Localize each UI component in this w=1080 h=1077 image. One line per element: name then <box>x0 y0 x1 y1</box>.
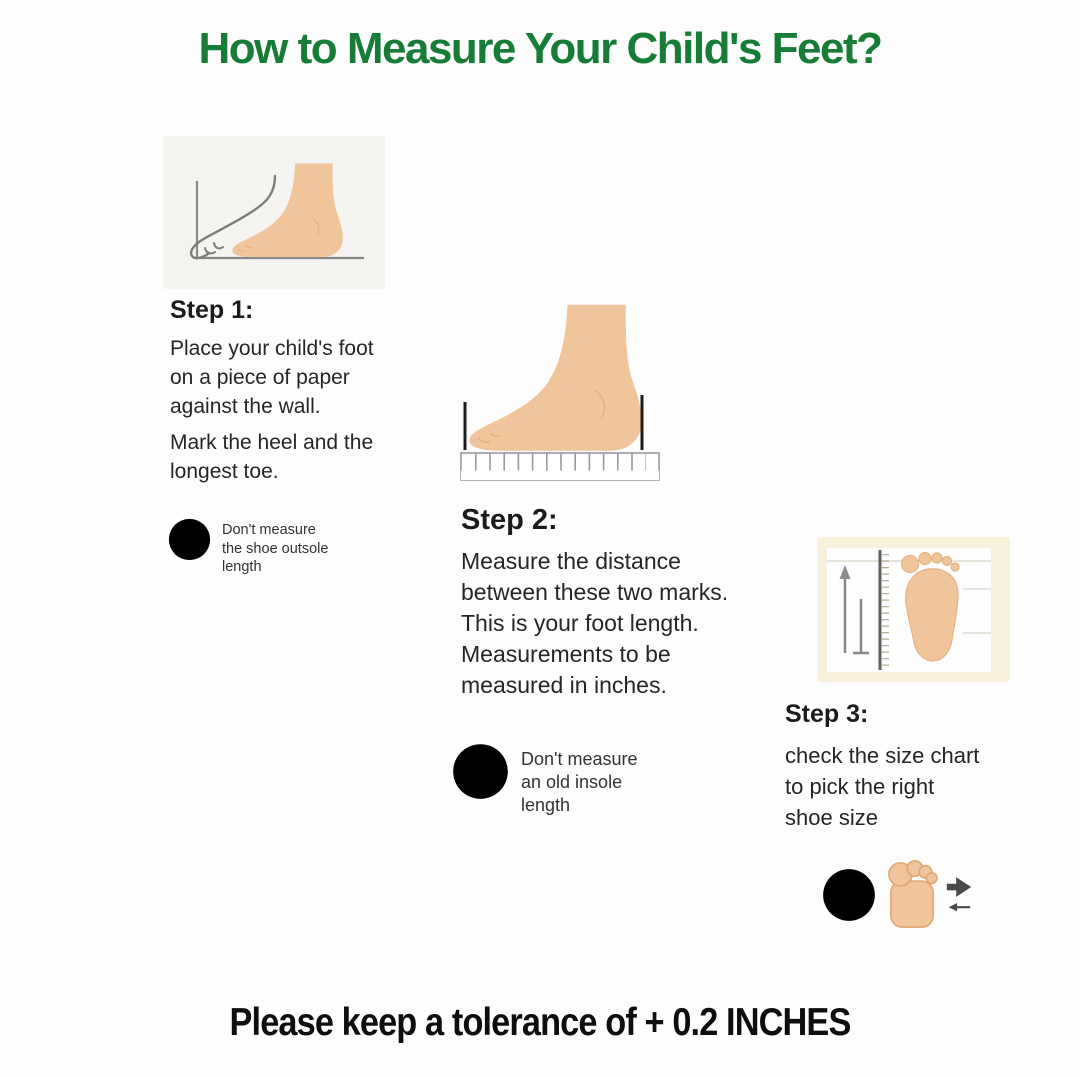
step1-paragraph1: Place your child's foot on a piece of pa… <box>170 334 374 421</box>
foot-outline-sketch <box>189 174 277 260</box>
step2-illustration <box>450 298 670 485</box>
step1-text-line: longest toe. <box>170 460 279 483</box>
warning-text-line: Don't measure <box>521 749 638 769</box>
step1-text-line: on a piece of paper <box>170 366 350 389</box>
page-title: How to Measure Your Child's Feet? <box>198 24 884 73</box>
footprint-size-chart-icon <box>827 548 991 672</box>
step1-heading: Step 1: <box>170 296 254 324</box>
step3-heading: Step 3: <box>785 700 869 728</box>
step2-text-line: between these two marks. <box>461 579 729 605</box>
step2-warning: Don't measure an old insole length <box>452 743 638 817</box>
step2-text-line: measured in inches. <box>461 672 667 698</box>
step2-paragraph: Measure the distance between these two m… <box>461 546 728 701</box>
step3-text-line: check the size chart <box>785 743 980 768</box>
warning-text-line: an old insole <box>521 772 623 792</box>
warning-text-line: length <box>521 795 571 815</box>
foot-front-icon <box>888 860 938 929</box>
step3-illustration <box>817 537 1010 682</box>
toe-outline-sketch <box>204 242 224 255</box>
foot-side-icon <box>231 162 344 258</box>
step1-warning: Don't measure the shoe outsole length <box>168 518 328 577</box>
step1-text-line: Place your child's foot <box>170 337 374 360</box>
foot-against-wall-icon <box>189 162 364 260</box>
warning-text-line: Don't measure <box>222 522 316 538</box>
x-circle-icon <box>453 744 508 799</box>
step2-text-line: This is your foot length. <box>461 610 699 636</box>
push-arrows-icon <box>946 876 972 911</box>
step3-text-line: shoe size <box>785 805 878 830</box>
step2-heading: Step 2: <box>461 504 558 536</box>
step2-warning-text: Don't measure an old insole length <box>521 748 638 817</box>
x-circle-icon <box>168 518 211 561</box>
warning-text-line: the shoe outsole <box>222 540 329 557</box>
step1-illustration <box>163 136 385 289</box>
x-circle-icon <box>823 868 875 921</box>
step1-warning-text: Don't measure the shoe outsole length <box>222 521 328 577</box>
foot-on-ruler-icon <box>460 303 660 481</box>
foot-side-icon <box>468 303 643 452</box>
tolerance-note: Please keep a tolerance of + 0.2 INCHES <box>229 1001 852 1044</box>
step1-text-line: Mark the heel and the <box>170 431 374 454</box>
measure-arrow-icon <box>839 565 869 655</box>
footprint-icon <box>900 551 960 662</box>
ruler-lower-blank <box>461 470 659 480</box>
step3-warning <box>822 858 974 931</box>
warning-text-line: length <box>222 559 262 575</box>
step3-paragraph: check the size chart to pick the right s… <box>785 740 979 833</box>
step2-text-line: Measurements to be <box>461 641 671 667</box>
step2-text-line: Measure the distance <box>461 548 681 574</box>
step1-text-line: against the wall. <box>170 395 321 418</box>
step1-paragraph2: Mark the heel and the longest toe. <box>170 428 373 486</box>
step3-text-line: to pick the right <box>785 774 935 799</box>
